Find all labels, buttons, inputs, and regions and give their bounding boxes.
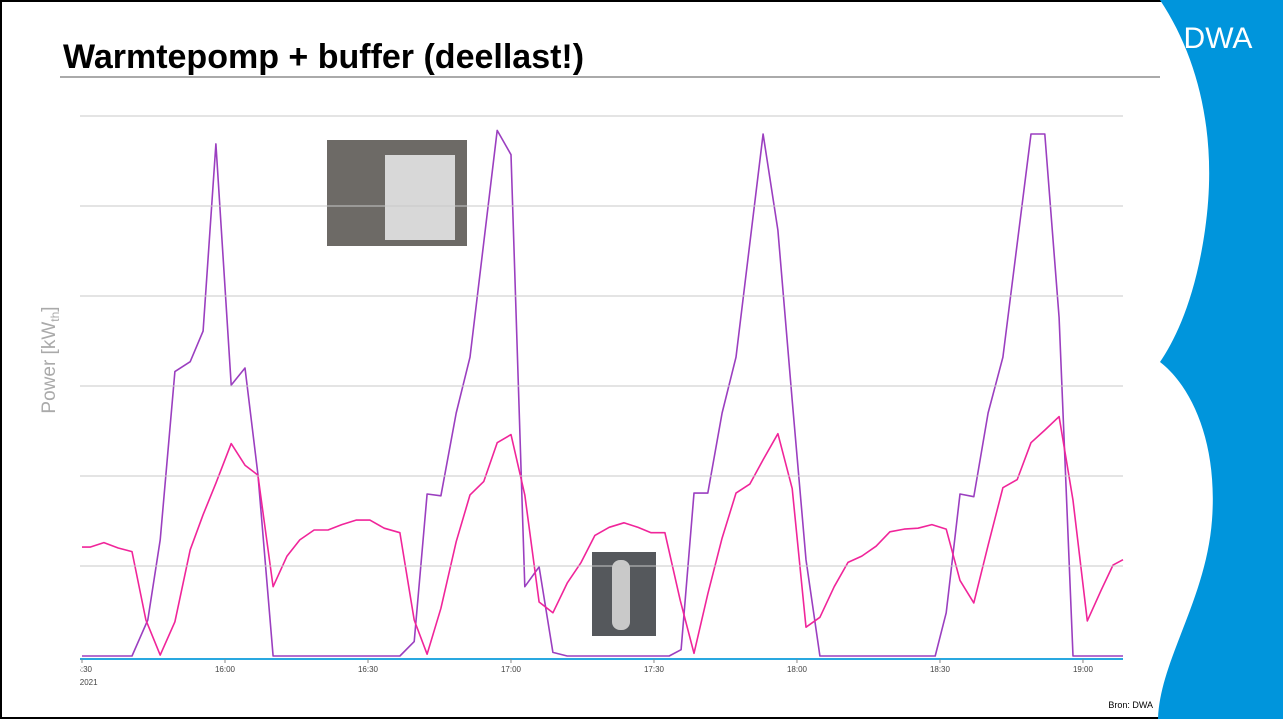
x-tick-label: 18:00 [787, 665, 808, 674]
x-tick-label: 18:30 [930, 665, 951, 674]
y-label-main: Power [kW [39, 322, 60, 414]
y-axis-label: Power [kWth] [39, 306, 62, 413]
x-tick-label: 15:30 [72, 665, 93, 674]
x-tick-label: 17:00 [501, 665, 522, 674]
x-tick-label: 19:00 [1073, 665, 1094, 674]
source-note: Bron: DWA [1108, 700, 1153, 710]
photo-heatpump-unit [385, 155, 455, 240]
plot [82, 129, 1124, 657]
photo-buffer-tank [612, 560, 630, 630]
series-line [82, 129, 1123, 657]
slide-title: Warmtepomp + buffer (deellast!) [63, 38, 584, 76]
y-label-sub: th [48, 312, 62, 322]
logo: DWA [1184, 22, 1253, 55]
series-line [82, 415, 1124, 656]
x-tick-label: 16:30 [358, 665, 379, 674]
x-date-label: 27, 2021 [66, 678, 98, 687]
x-tick-label: 17:30 [644, 665, 665, 674]
x-tick-label: 16:00 [215, 665, 236, 674]
y-label-end: ] [39, 306, 60, 311]
brand-wave [1158, 0, 1283, 719]
